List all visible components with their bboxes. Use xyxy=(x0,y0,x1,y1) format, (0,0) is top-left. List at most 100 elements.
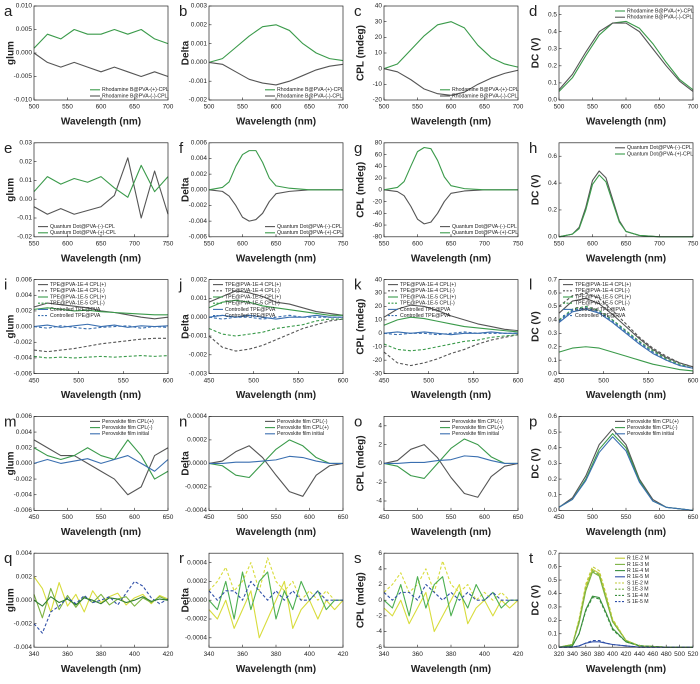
y-tick-label: 0.001 xyxy=(191,295,208,302)
panel: o CPL (mdeg) Wavelength (nm) 450 500 550 600 65… xyxy=(354,413,524,538)
data-line xyxy=(33,164,169,198)
y-tick-label: 0.002 xyxy=(191,276,208,283)
plot-frame xyxy=(383,5,519,101)
x-tick-label: 600 xyxy=(621,104,632,111)
data-line xyxy=(383,334,519,367)
legend-label: Controlled TPE@PVA xyxy=(575,307,626,313)
x-tick-label: 420 xyxy=(163,651,174,658)
y-tick-label: -0.0002 xyxy=(185,484,207,491)
data-line xyxy=(384,455,518,464)
legend-label: TPE@PVA-1E-5 CPL(-) xyxy=(225,301,280,307)
y-tick-label: 0.4 xyxy=(548,590,557,597)
data-line xyxy=(383,189,518,225)
x-tick-label: 500 xyxy=(29,104,40,111)
y-tick-label: -0.004 xyxy=(14,491,33,498)
y-tick-label: 0 xyxy=(378,460,382,467)
legend-label: S 1E-2 M xyxy=(627,580,649,586)
plot-frame xyxy=(558,279,694,374)
y-tick-label: 0.6 xyxy=(548,413,557,420)
data-line xyxy=(383,146,518,191)
y-tick-label: 0.3 xyxy=(548,460,557,467)
plot-frame xyxy=(208,142,344,238)
y-tick-label: 0.0000 xyxy=(187,460,207,467)
legend-label: Controlled TPE@PVA xyxy=(400,313,451,319)
data-line xyxy=(558,428,694,511)
y-tick-label: 0.004 xyxy=(16,429,33,436)
y-tick-label: -60 xyxy=(373,222,383,229)
y-tick-label: 0.3 xyxy=(548,45,557,52)
x-tick-label: 380 xyxy=(594,651,605,658)
y-tick-label: -0.02 xyxy=(17,234,32,241)
data-line xyxy=(558,292,694,368)
data-line xyxy=(558,307,694,369)
y-tick-label: 0.004 xyxy=(16,292,33,299)
y-tick-label: 0.000 xyxy=(191,59,208,66)
y-tick-label: 0.02 xyxy=(19,158,32,165)
x-tick-label: 450 xyxy=(29,377,40,384)
y-axis-label: DC (V) xyxy=(531,175,542,206)
legend-label: Quantum Dot@PVA-(+)-CPL xyxy=(452,230,518,236)
legend-label: TPE@PVA-1E-4 CPL(-) xyxy=(50,288,105,294)
x-axis-label: Wavelength (nm) xyxy=(411,527,491,538)
data-line xyxy=(33,455,169,472)
legend-label: TPE@PVA-1E-4 CPL(-) xyxy=(225,288,280,294)
data-line xyxy=(383,316,519,333)
x-axis-label: Wavelength (nm) xyxy=(411,253,491,264)
y-tick-label: 0.002 xyxy=(191,22,208,29)
y-axis-label: glum xyxy=(6,315,17,339)
x-tick-label: 600 xyxy=(129,514,140,521)
y-axis-label: Delta xyxy=(181,588,192,613)
y-tick-label: 0.002 xyxy=(16,573,33,580)
data-line xyxy=(558,170,693,238)
y-tick-label: 0.00 xyxy=(19,196,32,203)
x-tick-label: 600 xyxy=(446,104,457,111)
x-tick-label: 600 xyxy=(479,514,490,521)
y-tick-label: 0.000 xyxy=(16,460,33,467)
panel-label: b xyxy=(179,3,187,20)
y-tick-label: 0.0 xyxy=(548,370,557,377)
legend-label: TPE@PVA-1E-5 CPL(-) xyxy=(50,301,105,307)
y-tick-label: -0.002 xyxy=(14,339,33,346)
x-axis-label: Wavelength (nm) xyxy=(61,527,141,538)
y-axis-label: Delta xyxy=(181,40,192,65)
data-line xyxy=(209,455,343,464)
x-tick-label: 700 xyxy=(479,241,490,248)
x-tick-label: 440 xyxy=(634,651,645,658)
legend-label: R 1E-3 M xyxy=(627,562,649,568)
legend-label: Perovskite film CPL(+) xyxy=(277,425,329,431)
panel: q glum Wavelength (nm) 340 360 380 400 420 -0.00… xyxy=(4,550,174,675)
data-line xyxy=(558,571,693,648)
y-tick-label: 0.0004 xyxy=(187,559,207,566)
data-line xyxy=(208,314,343,320)
legend-label: Rhodamine B@PVA-(-)-CPL xyxy=(627,15,693,21)
y-tick-label: -2 xyxy=(376,479,382,486)
legend-label: Controlled TPE@PVA xyxy=(225,307,276,313)
plot-frame xyxy=(383,552,519,648)
panel: c CPL (mdeg) Wavelength (nm) 500 550 600 650 70… xyxy=(354,3,524,128)
x-tick-label: 650 xyxy=(304,104,315,111)
x-tick-label: 520 xyxy=(688,651,699,658)
x-tick-label: 340 xyxy=(567,651,578,658)
x-tick-label: 650 xyxy=(271,241,282,248)
x-tick-label: 650 xyxy=(479,104,490,111)
y-tick-label: 0.7 xyxy=(548,550,557,557)
x-tick-label: 650 xyxy=(688,514,699,521)
legend-label: Perovskite film CPL(-) xyxy=(627,425,678,431)
data-line xyxy=(208,150,343,191)
y-tick-label: 20 xyxy=(375,303,383,310)
x-tick-label: 500 xyxy=(412,514,423,521)
panel-label: o xyxy=(354,413,362,430)
y-tick-label: 10 xyxy=(375,317,383,324)
x-tick-label: 500 xyxy=(674,651,685,658)
data-line xyxy=(558,174,693,238)
legend-label: TPE@PVA-1E-4 CPL(-) xyxy=(400,288,455,294)
legend-label: Controlled TPE@PVA xyxy=(50,313,101,319)
x-tick-label: 500 xyxy=(204,104,215,111)
x-axis-label: Wavelength (nm) xyxy=(411,664,491,675)
x-axis-label: Wavelength (nm) xyxy=(236,390,316,401)
y-tick-label: -20 xyxy=(373,198,383,205)
y-tick-label: 0 xyxy=(378,65,382,72)
y-tick-label: 20 xyxy=(375,34,383,41)
y-tick-label: -0.002 xyxy=(189,97,208,104)
y-tick-label: -0.0004 xyxy=(185,635,207,642)
